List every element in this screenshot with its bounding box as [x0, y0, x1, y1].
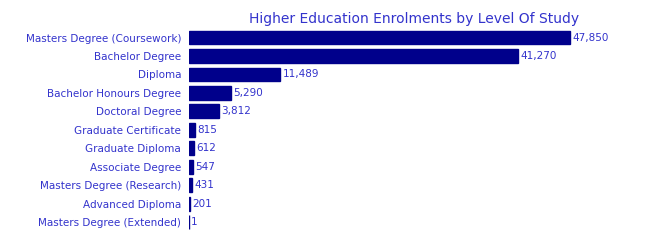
- Text: 11,489: 11,489: [283, 69, 319, 80]
- Text: 5,290: 5,290: [233, 88, 263, 98]
- Text: 815: 815: [197, 125, 217, 135]
- Title: Higher Education Enrolments by Level Of Study: Higher Education Enrolments by Level Of …: [249, 12, 579, 26]
- Bar: [189, 141, 193, 155]
- Bar: [189, 86, 231, 100]
- Text: 41,270: 41,270: [520, 51, 556, 61]
- Bar: [189, 31, 570, 44]
- Bar: [189, 104, 219, 118]
- Text: 201: 201: [193, 199, 213, 209]
- Bar: [189, 178, 192, 192]
- Text: 547: 547: [195, 162, 215, 172]
- Bar: [189, 49, 518, 63]
- Text: 47,850: 47,850: [573, 33, 609, 42]
- Text: 1: 1: [191, 217, 197, 227]
- Text: 431: 431: [195, 180, 214, 190]
- Bar: [189, 197, 190, 211]
- Bar: [189, 160, 193, 174]
- Text: 3,812: 3,812: [221, 106, 251, 116]
- Bar: [189, 67, 280, 81]
- Bar: [189, 123, 195, 137]
- Text: 612: 612: [196, 143, 216, 153]
